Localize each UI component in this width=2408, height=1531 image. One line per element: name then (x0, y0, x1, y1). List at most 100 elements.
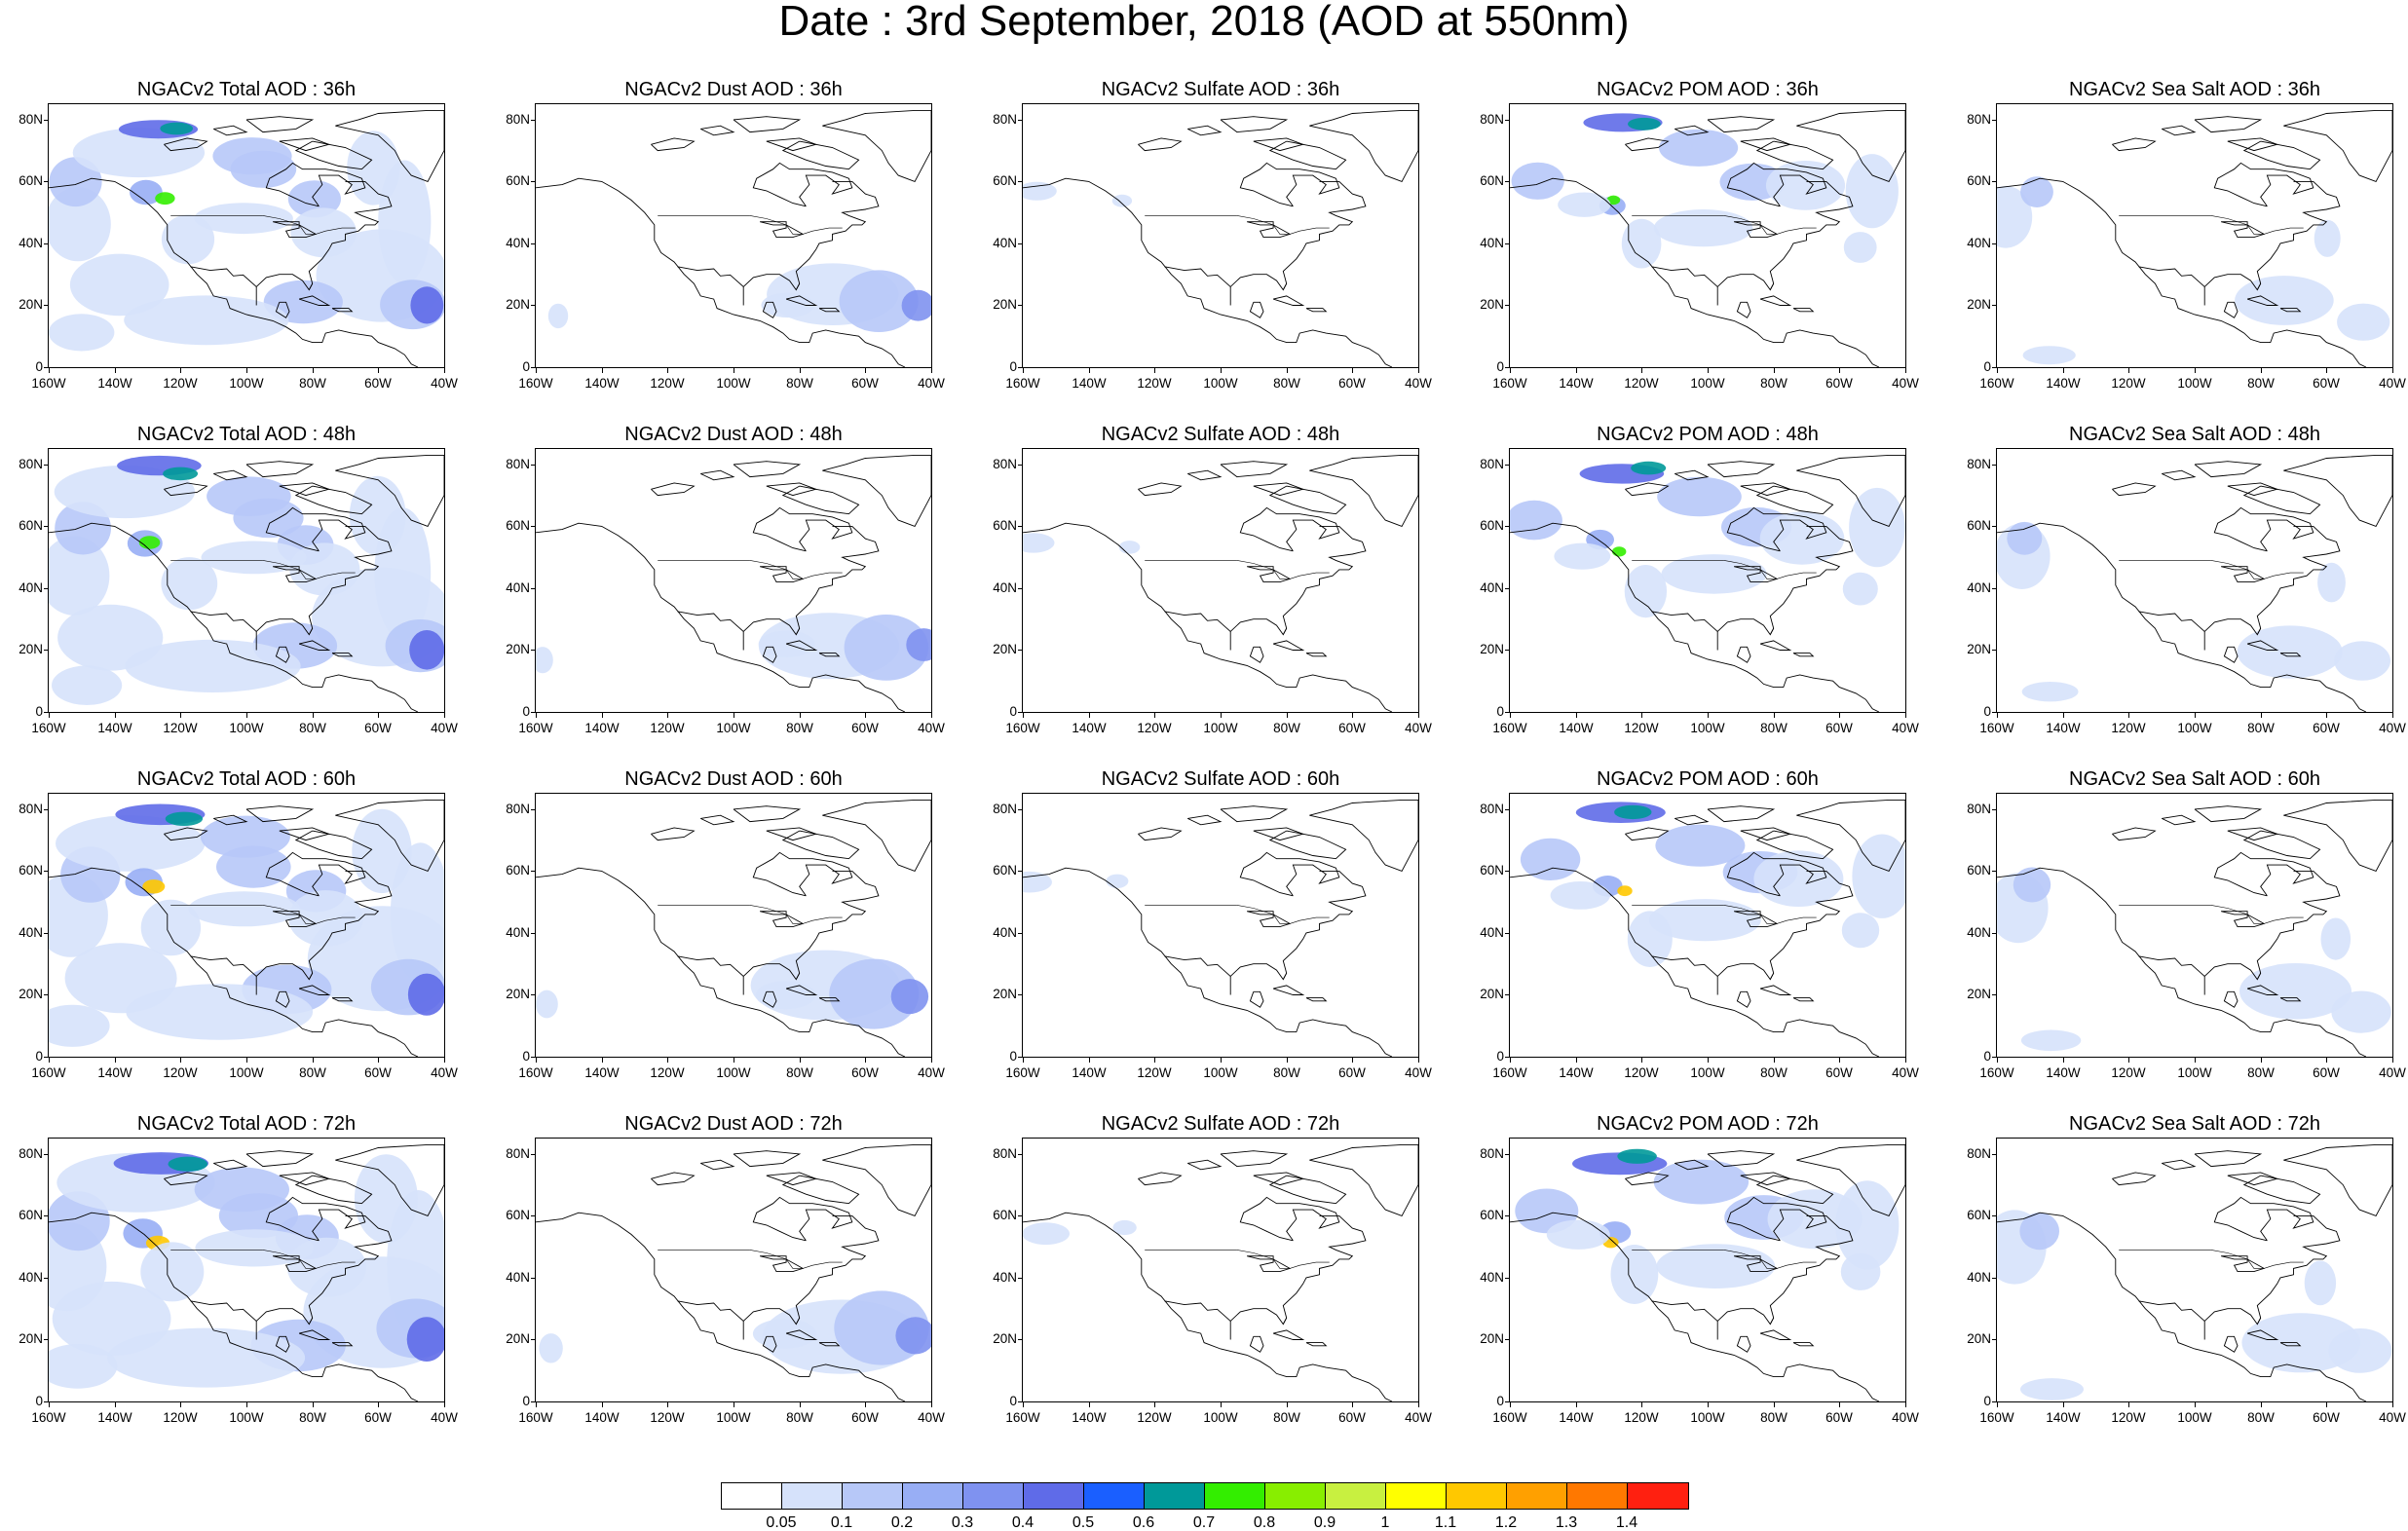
colorbar-label: 0.9 (1313, 1514, 1336, 1531)
lat-tick-mark (1018, 809, 1022, 810)
aod-patch (1118, 541, 1141, 554)
lon-tick-mark (1418, 713, 1419, 718)
lon-tick-mark (1418, 1058, 1419, 1063)
colorbar-swatch (1024, 1483, 1084, 1509)
aod-patch (2022, 346, 2076, 365)
lat-tick-mark (1992, 712, 1996, 713)
lon-tick-label: 40W (1405, 1410, 1432, 1425)
lon-tick-mark (1997, 1058, 1998, 1063)
lat-tick-label: 60N (993, 863, 1017, 878)
aod-map (49, 454, 444, 712)
lon-tick-label: 80W (2247, 1065, 2275, 1080)
lon-tick-mark (536, 368, 537, 373)
aod-patch (57, 604, 164, 671)
aod-patch (1621, 218, 1662, 269)
lat-tick-label: 80N (19, 112, 43, 127)
aod-map (1997, 109, 2392, 367)
map-panel: NGACv2 Sea Salt AOD : 60h 0 20N 40N 60N 80N 16… (1948, 766, 2408, 1097)
lon-tick-mark (1839, 1402, 1840, 1407)
aod-map (1023, 109, 1418, 367)
aod-patch (844, 615, 929, 681)
lat-tick-label: 40N (506, 925, 530, 940)
lat-tick-mark (531, 243, 535, 244)
aod-map (1997, 454, 2392, 712)
lon-tick-label: 160W (31, 1410, 66, 1425)
aod-patch (2337, 303, 2390, 341)
colorbar-swatch (1265, 1483, 1326, 1509)
lat-tick-mark (44, 871, 48, 872)
aod-patch (2328, 1328, 2392, 1373)
panel-title: NGACv2 POM AOD : 72h (1597, 1113, 1819, 1135)
lat-tick-mark (1018, 588, 1022, 589)
lon-tick-label: 100W (1690, 1065, 1725, 1080)
aod-patch (1617, 885, 1633, 897)
lat-tick-label: 80N (506, 112, 530, 127)
lon-tick-label: 100W (1203, 1065, 1238, 1080)
aod-patch (1656, 1244, 1776, 1288)
coastline (1023, 1143, 1418, 1401)
panel-title: NGACv2 Sulfate AOD : 36h (1101, 79, 1340, 100)
lon-tick-label: 60W (2313, 721, 2340, 735)
lat-tick-mark (531, 650, 535, 651)
aod-patch (890, 979, 929, 1015)
lat-tick-mark (44, 1057, 48, 1058)
lon-tick-label: 40W (431, 1065, 458, 1080)
aod-patch (49, 1344, 118, 1389)
lat-tick-label: 20N (506, 987, 530, 1001)
coastline (536, 109, 931, 367)
lon-tick-mark (1418, 368, 1419, 373)
colorbar-label: 0.6 (1132, 1514, 1155, 1531)
aod-patch (49, 187, 111, 262)
lon-tick-label: 140W (97, 1410, 132, 1425)
lon-tick-mark (1154, 713, 1155, 718)
lon-tick-mark (49, 1058, 50, 1063)
lon-tick-mark (246, 713, 247, 718)
lon-tick-label: 100W (229, 1065, 264, 1080)
panel-title: NGACv2 Total AOD : 48h (136, 424, 357, 445)
lat-tick-label: 80N (1480, 802, 1504, 816)
lat-tick-mark (1505, 712, 1509, 713)
lat-tick-mark (44, 465, 48, 466)
lat-tick-mark (1018, 994, 1022, 995)
lat-tick-mark (1018, 120, 1022, 121)
map-panel: NGACv2 POM AOD : 48h 0 20N 40N 60N 80N 160W 140… (1461, 421, 1948, 752)
lon-tick-mark (1023, 1402, 1024, 1407)
lon-tick-label: 100W (716, 1410, 751, 1425)
lon-tick-label: 120W (2111, 721, 2146, 735)
lon-tick-mark (115, 368, 116, 373)
colorbar-label: 0.5 (1072, 1514, 1095, 1531)
lat-tick-mark (1505, 465, 1509, 466)
lon-tick-label: 80W (1760, 1410, 1787, 1425)
lon-tick-mark (1287, 713, 1288, 718)
lat-tick-mark (1018, 650, 1022, 651)
lat-tick-label: 0 (522, 704, 530, 719)
lat-tick-label: 20N (506, 1331, 530, 1346)
lat-tick-mark (1018, 933, 1022, 934)
lat-tick-label: 60N (19, 173, 43, 188)
lon-tick-mark (313, 368, 314, 373)
lat-tick-mark (1992, 1401, 1996, 1402)
lat-tick-label: 80N (506, 1146, 530, 1161)
figure-title: Date : 3rd September, 2018 (AOD at 550nm… (778, 0, 1630, 45)
lon-tick-mark (1641, 713, 1642, 718)
aod-patch (1841, 913, 1880, 949)
coastline (1023, 799, 1418, 1057)
lon-tick-mark (1641, 1058, 1642, 1063)
colorbar-label: 0.2 (890, 1514, 914, 1531)
aod-patch (2320, 917, 2352, 960)
aod-patch (536, 647, 553, 674)
aod-map (1997, 799, 2392, 1057)
coastline (49, 454, 444, 712)
aod-patch (1842, 572, 1878, 606)
lon-tick-mark (1576, 368, 1577, 373)
lon-tick-label: 160W (31, 1065, 66, 1080)
aod-patch (163, 467, 199, 481)
colorbar-swatch (1447, 1483, 1507, 1509)
lat-tick-label: 20N (1967, 987, 1991, 1001)
lon-tick-label: 60W (851, 1065, 879, 1080)
aod-patch (1655, 824, 1746, 867)
map-panel: NGACv2 Dust AOD : 72h 0 20N 40N 60N 80N 160W 14… (487, 1110, 974, 1441)
map-plot-area (1996, 448, 2393, 713)
lon-tick-mark (2128, 713, 2129, 718)
lon-tick-label: 60W (1338, 721, 1366, 735)
